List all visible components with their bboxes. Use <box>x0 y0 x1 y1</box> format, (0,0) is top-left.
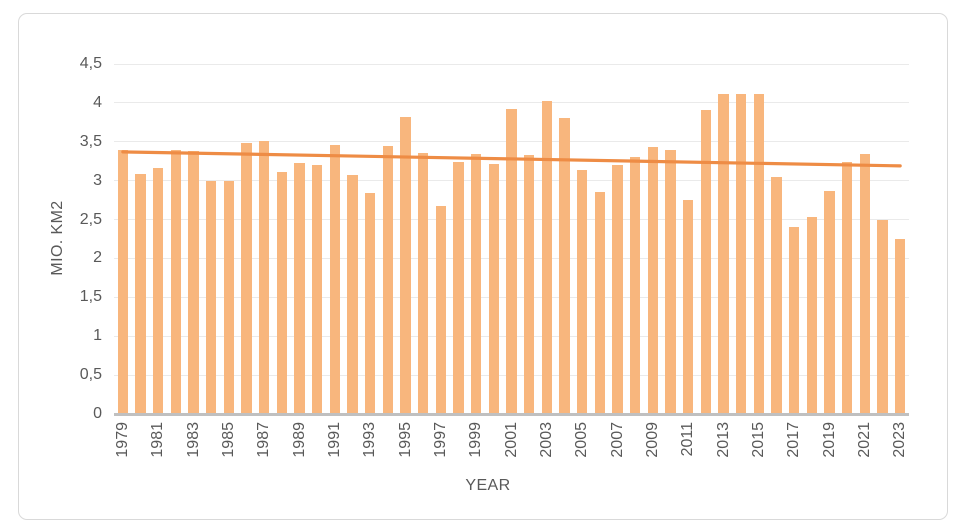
x-tick-label: 1981 <box>149 422 167 458</box>
y-tick-label: 2,5 <box>79 210 102 228</box>
bar-2013 <box>718 93 729 414</box>
bar-2023 <box>894 239 906 414</box>
x-tick-label: 1985 <box>219 422 237 458</box>
x-tick-label: 2003 <box>537 422 555 458</box>
y-tick-label: 1 <box>93 327 102 345</box>
bar-1986 <box>241 143 252 414</box>
x-tick-label: 1987 <box>255 422 273 458</box>
bar-1984 <box>205 181 217 414</box>
x-tick-label: 2001 <box>502 422 520 458</box>
bar-2010 <box>665 149 676 414</box>
bar-1995 <box>400 116 411 414</box>
x-tick-label: 1989 <box>290 422 308 458</box>
bar-1985 <box>223 180 235 414</box>
x-tick-label: 1979 <box>113 422 131 458</box>
x-tick-label: 2023 <box>891 422 909 458</box>
bar-1998 <box>453 162 464 414</box>
y-tick-label: 1,5 <box>79 288 102 306</box>
bar-1983 <box>188 151 199 414</box>
bar-2006 <box>594 192 606 414</box>
bar-1989 <box>294 162 305 414</box>
gridline <box>114 102 909 104</box>
bar-1981 <box>152 168 164 414</box>
bar-2005 <box>576 169 588 414</box>
x-tick-label: 2005 <box>573 422 591 458</box>
y-tick-label: 0,5 <box>79 366 102 384</box>
x-tick-label: 2007 <box>608 422 626 458</box>
x-tick-label: 1983 <box>184 422 202 458</box>
trendline <box>121 150 902 168</box>
bar-2008 <box>629 156 641 414</box>
x-tick-label: 2021 <box>855 422 873 458</box>
x-tick-label: 1991 <box>325 422 343 458</box>
y-tick-label: 0 <box>93 405 102 422</box>
x-tick-label: 2013 <box>714 422 732 458</box>
x-tick-label: 2015 <box>749 422 767 458</box>
bar-1997 <box>435 206 447 414</box>
bar-2009 <box>647 147 659 414</box>
y-tick-label: 2 <box>93 249 102 267</box>
bar-2017 <box>788 227 800 414</box>
bar-2002 <box>523 155 535 414</box>
x-tick-label: 1997 <box>431 422 449 458</box>
bar-1993 <box>364 193 376 414</box>
bar-2022 <box>877 219 888 414</box>
bar-1999 <box>470 154 482 414</box>
bar-2015 <box>753 93 765 414</box>
bar-2003 <box>541 101 553 414</box>
y-tick-label: 3 <box>93 171 102 189</box>
bar-1979 <box>117 149 129 414</box>
y-tick-label: 4,5 <box>79 55 102 72</box>
bar-1987 <box>258 141 270 414</box>
bar-1980 <box>135 174 146 414</box>
bar-1990 <box>311 165 323 414</box>
bar-1994 <box>382 145 394 414</box>
bar-2001 <box>506 109 517 414</box>
chart-frame: MIO. KM2 YEAR 0 0,5 1 1,5 2 2,5 3 3,5 4 4,5 1979 19… <box>18 13 948 520</box>
x-tick-label: 1999 <box>467 422 485 458</box>
y-tick-label: 4 <box>93 93 102 111</box>
bar-2000 <box>488 163 500 414</box>
bar-2021 <box>859 154 871 414</box>
x-tick-label: 2019 <box>820 422 838 458</box>
x-tick-label: 1993 <box>361 422 379 458</box>
x-tick-label: 1995 <box>396 422 414 458</box>
bar-2019 <box>824 190 835 414</box>
bar-1982 <box>170 149 182 414</box>
bar-2012 <box>700 109 712 414</box>
bar-2007 <box>612 165 623 414</box>
x-tick-label: 2017 <box>785 422 803 458</box>
bar-2011 <box>682 200 694 414</box>
bar-2020 <box>841 162 853 414</box>
bar-1996 <box>417 153 429 414</box>
bar-2004 <box>559 117 570 414</box>
x-tick-label: 2011 <box>679 422 697 457</box>
bar-2014 <box>735 94 747 414</box>
bar-2016 <box>771 176 782 414</box>
bar-1992 <box>347 175 358 414</box>
bar-2018 <box>806 217 818 414</box>
x-tick-label: 2009 <box>643 422 661 458</box>
bar-1988 <box>276 172 288 414</box>
bar-1991 <box>329 144 341 414</box>
y-tick-label: 3,5 <box>79 132 102 150</box>
gridline <box>114 63 909 65</box>
x-axis-title: YEAR <box>465 477 511 494</box>
x-axis-line <box>114 413 909 416</box>
